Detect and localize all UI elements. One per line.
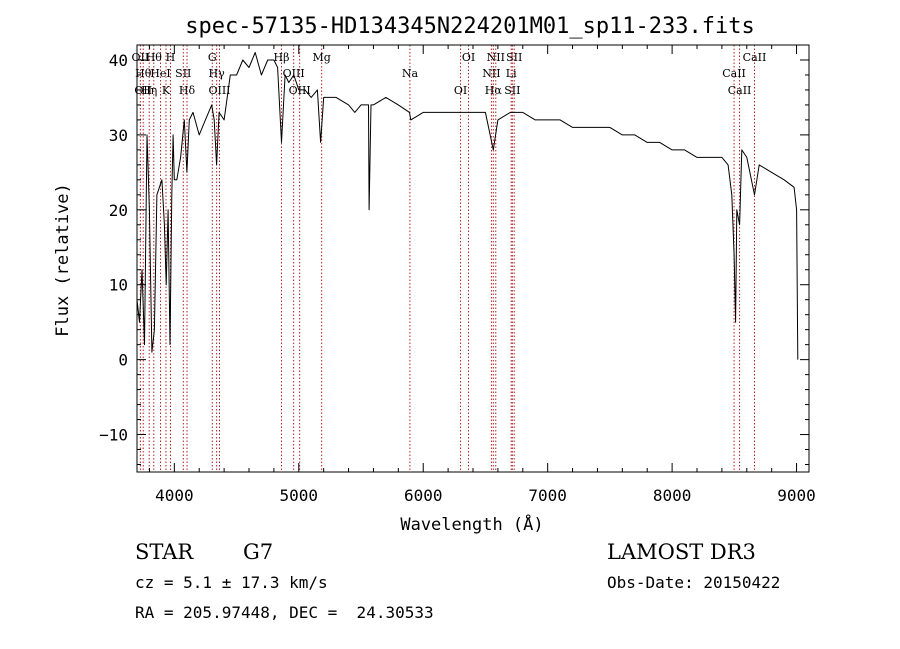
x-tick-label: 6000	[404, 486, 443, 505]
line-marker-label: Na	[402, 67, 419, 80]
line-marker-label: Hβ	[274, 51, 290, 64]
spectrum-line	[136, 52, 799, 360]
y-tick-label: 0	[118, 351, 128, 370]
x-tick-label: 7000	[528, 486, 567, 505]
line-marker-label: NII	[482, 67, 500, 80]
line-marker-label: Hθ	[146, 51, 163, 64]
line-marker-label: Hθ	[135, 67, 152, 80]
line-marker-label: SII	[504, 84, 520, 97]
line-marker-label: OIII	[283, 67, 305, 80]
survey-name: LAMOST DR3	[607, 540, 756, 564]
x-axis-ticks: 4000 5000 6000 7000 8000 9000	[148, 45, 816, 505]
line-marker-label: Hδ	[179, 84, 196, 97]
line-marker-label: SII	[506, 51, 522, 64]
line-marker-label: OIII	[208, 84, 230, 97]
line-marker-label: H	[166, 51, 176, 64]
plot-frame	[136, 44, 810, 473]
y-tick-label: −10	[99, 426, 128, 445]
object-subclass: G7	[243, 540, 274, 564]
y-axis-ticks: −10 0 10 20 30 40	[99, 44, 809, 466]
y-tick-label: 20	[109, 201, 128, 220]
line-marker-label: OI	[454, 84, 467, 97]
line-marker-label: OII	[132, 51, 150, 64]
line-marker-label: Hα	[485, 84, 503, 97]
line-marker-labels: OIIHθOIIHηHθHeIKHSIIHδGHγOIIIHβOIIIOIIIM…	[132, 51, 767, 97]
y-tick-label: 40	[109, 51, 128, 70]
obs-date: Obs-Date: 20150422	[607, 573, 781, 592]
x-tick-label: 5000	[280, 486, 319, 505]
redshift-cz: cz = 5.1 ± 17.3 km/s	[135, 573, 328, 592]
line-marker-label: G	[208, 51, 217, 64]
line-marker-label: CaII	[722, 67, 746, 80]
line-marker-label: HeI	[150, 67, 170, 80]
line-marker-label: Hη	[141, 84, 157, 97]
line-marker-label: OII	[134, 84, 152, 97]
line-marker-label: SII	[175, 67, 191, 80]
x-axis-label: Wavelength (Å)	[400, 513, 543, 535]
line-marker-label: NII	[487, 51, 505, 64]
x-tick-label: 8000	[653, 486, 692, 505]
line-marker-label: CaII	[728, 84, 752, 97]
x-tick-label: 9000	[777, 486, 816, 505]
line-marker-label: Mg	[313, 51, 331, 64]
ra-dec: RA = 205.97448, DEC = 24.30533	[135, 603, 434, 622]
line-marker-label: CaII	[743, 51, 767, 64]
line-marker-label: OI	[462, 51, 475, 64]
x-tick-label: 4000	[155, 486, 194, 505]
chart-title: spec-57135-HD134345N224201M01_sp11-233.f…	[185, 14, 755, 39]
line-marker-label: OIII	[289, 84, 311, 97]
line-marker-label: K	[162, 84, 171, 97]
y-axis-label: Flux (relative)	[53, 183, 73, 337]
y-tick-label: 30	[109, 126, 128, 145]
y-tick-label: 10	[109, 276, 128, 295]
line-markers	[139, 45, 755, 472]
line-marker-label: Hγ	[209, 67, 226, 80]
line-marker-label: Li	[506, 67, 517, 80]
object-class: STAR	[135, 540, 194, 564]
